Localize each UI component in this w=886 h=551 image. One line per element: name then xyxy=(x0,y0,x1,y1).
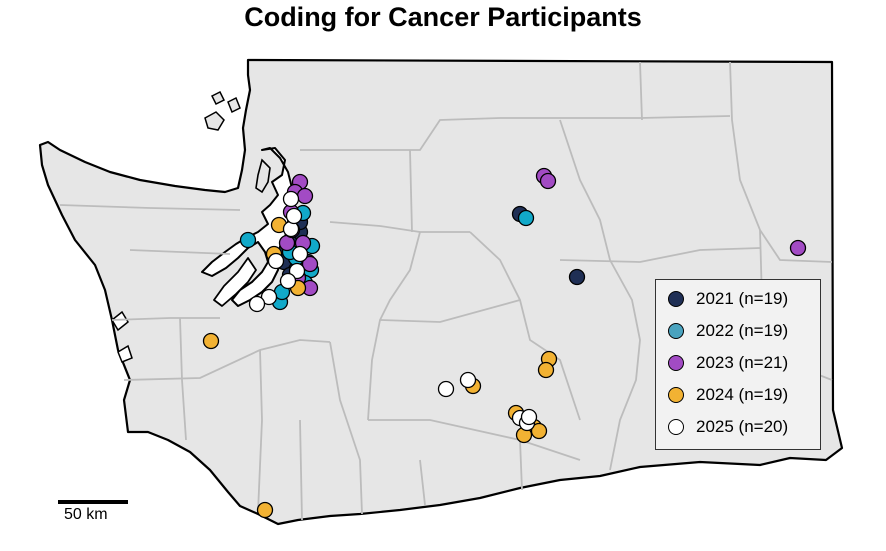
participant-marker-2025 xyxy=(282,190,300,208)
legend-dot-2025 xyxy=(668,419,684,435)
participant-marker-2025 xyxy=(291,245,309,263)
legend-label-2023: 2023 (n=21) xyxy=(696,353,789,372)
legend-label-2022: 2022 (n=19) xyxy=(696,321,789,340)
coast-inlets xyxy=(111,310,133,363)
participant-marker-2025 xyxy=(279,272,297,290)
legend-item-2025: 2025 (n=20) xyxy=(668,414,788,440)
participant-marker-2024 xyxy=(256,501,274,519)
participant-marker-2025 xyxy=(437,380,455,398)
participant-marker-2025 xyxy=(520,408,538,426)
legend-label-2025: 2025 (n=20) xyxy=(696,417,789,436)
participant-marker-2022 xyxy=(239,231,257,249)
participant-marker-2024 xyxy=(537,361,555,379)
whidbey-island xyxy=(255,158,271,194)
participant-marker-2025 xyxy=(248,295,266,313)
legend-dot-2021 xyxy=(668,291,684,307)
scale-bar xyxy=(58,500,128,504)
legend-item-2021: 2021 (n=19) xyxy=(668,286,788,312)
participant-marker-2023 xyxy=(296,187,314,205)
participant-marker-2025 xyxy=(288,262,306,280)
hood-canal xyxy=(213,257,257,307)
map-title: Coding for Cancer Participants xyxy=(244,2,642,32)
participant-marker-2025 xyxy=(260,288,278,306)
participant-marker-2025 xyxy=(459,371,477,389)
legend-item-2024: 2024 (n=19) xyxy=(668,382,788,408)
participant-marker-2023 xyxy=(789,239,807,257)
participant-marker-2023 xyxy=(539,172,557,190)
participant-marker-2025 xyxy=(285,207,303,225)
legend-dot-2022 xyxy=(668,323,684,339)
participant-marker-2024 xyxy=(202,332,220,350)
participant-marker-2024 xyxy=(530,422,548,440)
san-juan-islands xyxy=(204,90,241,131)
participant-marker-2025 xyxy=(267,252,285,270)
legend-dot-2024 xyxy=(668,387,684,403)
participant-marker-2021 xyxy=(568,268,586,286)
county-borders xyxy=(59,61,833,521)
scale-bar-label: 50 km xyxy=(64,506,108,523)
state-outline xyxy=(38,58,844,526)
participant-markers xyxy=(202,167,807,519)
legend-label-2024: 2024 (n=19) xyxy=(696,385,789,404)
participant-marker-2022 xyxy=(517,209,535,227)
legend: 2021 (n=19) 2022 (n=19) 2023 (n=21) 2024… xyxy=(655,279,821,450)
legend-label-2021: 2021 (n=19) xyxy=(696,289,789,308)
legend-dot-2023 xyxy=(668,355,684,371)
legend-item-2022: 2022 (n=19) xyxy=(668,318,788,344)
legend-item-2023: 2023 (n=21) xyxy=(668,350,788,376)
washington-state-land xyxy=(38,58,844,526)
participant-marker-2023 xyxy=(301,255,319,273)
